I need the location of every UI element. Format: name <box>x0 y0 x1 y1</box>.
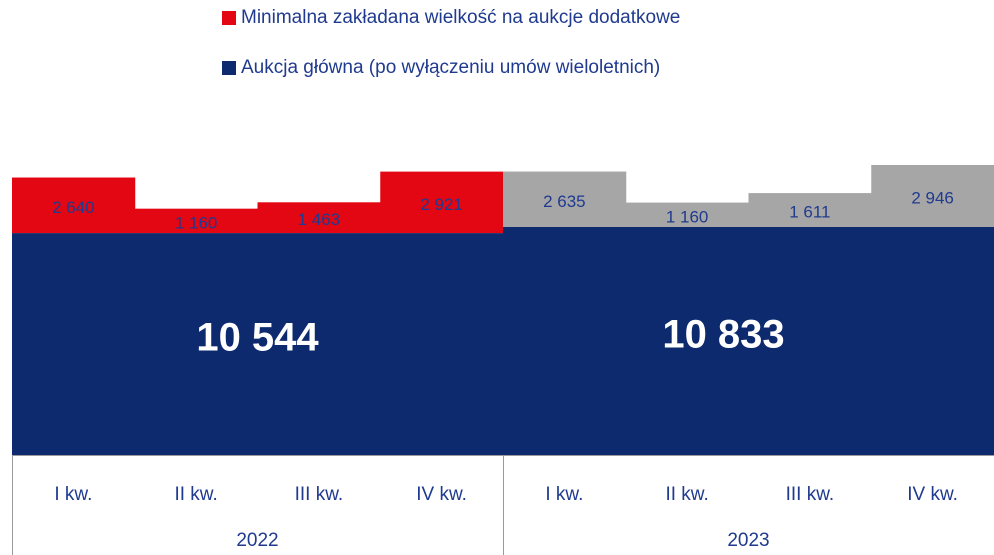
main-label: 10 833 <box>662 313 784 357</box>
quarter-label: II kw. <box>174 484 217 505</box>
value-label: 2 640 <box>52 198 95 217</box>
additional-bar <box>257 202 381 234</box>
legend-swatch <box>222 61 236 75</box>
additional-bar <box>134 208 258 234</box>
value-label: 2 635 <box>543 192 586 211</box>
value-label: 1 463 <box>298 210 341 229</box>
quarter-label: I kw. <box>545 484 583 505</box>
quarter-label: III kw. <box>295 484 344 505</box>
quarter-label: I kw. <box>54 484 92 505</box>
year-label: 2023 <box>727 530 769 551</box>
value-label: 1 160 <box>175 213 218 232</box>
main-label: 10 544 <box>196 316 319 360</box>
legend-label: Minimalna zakładana wielkość na aukcje d… <box>241 7 680 28</box>
quarter-label: IV kw. <box>907 484 958 505</box>
additional-bar <box>503 171 627 228</box>
value-label: 2 946 <box>911 188 954 207</box>
quarter-label: II kw. <box>665 484 708 505</box>
year-label: 2022 <box>236 530 278 551</box>
additional-bar <box>871 165 994 228</box>
value-label: 1 611 <box>789 203 830 222</box>
additional-bar <box>12 177 136 234</box>
legend-swatch <box>222 11 236 25</box>
quarter-label: IV kw. <box>416 484 467 505</box>
main-bar <box>12 233 503 455</box>
main-bar <box>503 227 994 455</box>
value-label: 1 160 <box>666 207 709 226</box>
additional-bar <box>625 202 749 228</box>
additional-bar <box>748 193 872 228</box>
quarter-label: III kw. <box>786 484 835 505</box>
legend-label: Aukcja główna (po wyłączeniu umów wielol… <box>241 57 660 78</box>
value-label: 2 921 <box>420 195 463 214</box>
additional-bar <box>380 171 504 234</box>
